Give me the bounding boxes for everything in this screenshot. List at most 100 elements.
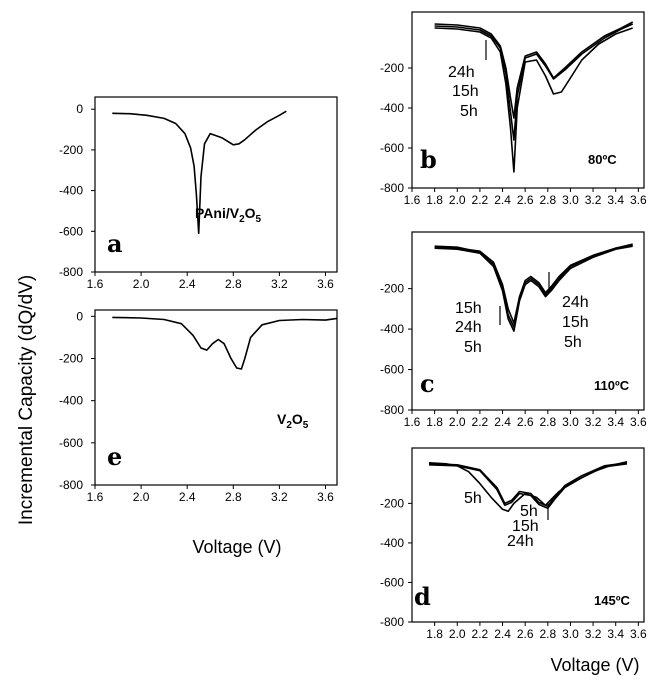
panel-a-frame <box>94 96 338 273</box>
panel-c-left-24h: 24h <box>455 319 482 336</box>
panel-e-xtick-label: 1.6 <box>87 490 104 504</box>
panel-a-label: a <box>107 229 123 258</box>
x-axis-label-right: Voltage (V) <box>550 655 639 675</box>
panel-e-curve <box>112 316 338 370</box>
panel-c-curves <box>434 243 633 332</box>
panel-d-xtick-label: 2.2 <box>472 627 489 641</box>
panel-c-xtick-label: 2.4 <box>494 415 511 429</box>
panel-c-xtick-label: 2.8 <box>539 415 556 429</box>
panel-e-xtick-label: 2.8 <box>225 490 242 504</box>
panel-a-ytick-label: -400 <box>59 184 83 198</box>
panel-b-curve-15h <box>434 23 634 141</box>
panel-d: 1.8 2.0 2.2 2.4 2.6 2.8 3.0 3.2 3.4 3.6 -200 -400 -6… <box>380 447 647 641</box>
panel-c-xtick-label: 3.0 <box>562 415 579 429</box>
panel-c-frame <box>411 231 645 411</box>
panel-b-ytick-label: -400 <box>380 101 404 115</box>
panel-a: 1.6 2.0 2.4 2.8 3.2 3.6 0 -200 -400 -600 -800 a PA… <box>59 96 338 291</box>
panel-a-ytick-label: -200 <box>59 143 83 157</box>
panel-c-left-15h: 15h <box>455 300 482 317</box>
panel-b-legend-24h: 24h <box>448 64 475 81</box>
panel-a-xtick-label: 2.0 <box>133 277 150 291</box>
panel-c-right-15h: 15h <box>562 314 589 331</box>
panel-b-xtick-label: 2.2 <box>472 193 489 207</box>
panel-c-curve-15h <box>434 243 633 328</box>
panel-c-temperature: 110ºC <box>594 378 630 393</box>
panel-c-label: c <box>420 369 435 398</box>
panel-d-xtick-label: 2.0 <box>449 627 466 641</box>
panel-b-xtick-label: 1.6 <box>404 193 421 207</box>
panel-b-xtick-label: 2.6 <box>517 193 534 207</box>
panel-e-ytick-label: -800 <box>59 478 83 492</box>
panel-a-annotation: PAni/V2O5 <box>195 205 262 225</box>
panel-d-temperature: 145ºC <box>594 593 630 608</box>
panel-b-curve-5h <box>434 27 633 173</box>
panel-b: 1.6 1.8 2.0 2.2 2.4 2.6 2.8 3.0 3.2 3.4 3.6 -200 -40… <box>380 11 647 207</box>
panel-c-xtick-label: 2.2 <box>472 415 489 429</box>
panel-b-xtick-label: 2.4 <box>494 193 511 207</box>
panel-b-xtick-label: 1.8 <box>426 193 443 207</box>
panel-d-frame <box>411 447 645 623</box>
panel-e-frame <box>94 309 338 486</box>
panel-d-ytick-label: -800 <box>380 615 404 629</box>
panel-d-xtick-label: 3.0 <box>562 627 579 641</box>
panel-a-ytick-label: 0 <box>76 102 83 116</box>
panel-e-label: e <box>107 442 122 471</box>
panel-d-left-5h: 5h <box>464 490 482 507</box>
panel-d-curves <box>428 461 628 513</box>
panel-c-xtick-label: 3.4 <box>607 415 624 429</box>
panel-c-xtick-label: 1.6 <box>404 415 421 429</box>
panel-d-ytick-label: -200 <box>380 496 404 510</box>
panel-e: 1.6 2.0 2.4 2.8 3.2 3.6 0 -200 -400 -600 -800 e V2… <box>59 309 338 504</box>
panel-d-label: d <box>414 582 431 611</box>
panel-b-ytick-label: -800 <box>380 181 404 195</box>
panel-b-xtick-label: 3.0 <box>562 193 579 207</box>
panel-c-ytick-label: -200 <box>380 282 404 296</box>
panel-b-xtick-label: 3.2 <box>585 193 602 207</box>
panel-d-xtick-label: 1.8 <box>426 627 443 641</box>
panel-c-xtick-label: 3.2 <box>585 415 602 429</box>
panel-d-xtick-label: 2.6 <box>517 627 534 641</box>
panel-e-xtick-label: 3.6 <box>317 490 334 504</box>
panel-e-annotation: V2O5 <box>277 411 309 431</box>
panel-e-xtick-label: 2.4 <box>179 490 196 504</box>
panel-a-xtick-label: 3.6 <box>317 277 334 291</box>
panel-b-legend-15h: 15h <box>452 83 479 100</box>
panel-b-legend-5h: 5h <box>460 103 478 120</box>
panel-e-xtick-label: 3.2 <box>271 490 288 504</box>
panel-a-xtick-label: 3.2 <box>271 277 288 291</box>
panel-d-xtick-label: 2.4 <box>494 627 511 641</box>
panel-d-xtick-label: 3.6 <box>630 627 647 641</box>
panel-a-ticks: 1.6 2.0 2.4 2.8 3.2 3.6 0 -200 -400 -600 -800 <box>59 102 334 291</box>
panel-e-ytick-label: -600 <box>59 436 83 450</box>
panel-a-xtick-label: 2.4 <box>179 277 196 291</box>
panel-b-temperature: 80ºC <box>588 152 617 167</box>
y-axis-label: Incremental Capacity (dQ/dV) <box>16 275 37 525</box>
panel-c-xtick-label: 2.6 <box>517 415 534 429</box>
panel-c-xtick-label: 2.0 <box>449 415 466 429</box>
panel-b-xtick-label: 3.4 <box>607 193 624 207</box>
panel-a-xtick-label: 2.8 <box>225 277 242 291</box>
panel-e-ytick-label: 0 <box>76 309 83 323</box>
panel-d-xtick-label: 3.2 <box>585 627 602 641</box>
panel-b-curves <box>434 21 634 173</box>
panel-b-frame <box>411 11 645 189</box>
panel-c-ticks: 1.6 1.8 2.0 2.2 2.4 2.6 2.8 3.0 3.2 3.4 3.6 -200 -40… <box>380 282 647 429</box>
panel-b-curve-24h <box>434 21 634 119</box>
panel-a-xtick-label: 1.6 <box>87 277 104 291</box>
panel-c-right-5h: 5h <box>564 334 582 351</box>
panel-c-curve-5h <box>434 244 633 324</box>
panel-d-curve-24h <box>428 463 628 510</box>
panel-b-xtick-label: 3.6 <box>630 193 647 207</box>
panel-d-right-5h: 5h <box>520 503 538 520</box>
panel-d-right-24h: 24h <box>507 533 534 550</box>
panel-c-ytick-label: -800 <box>380 403 404 417</box>
panel-d-ytick-label: -400 <box>380 536 404 550</box>
panel-a-ytick-label: -600 <box>59 224 83 238</box>
panel-a-ytick-label: -800 <box>59 265 83 279</box>
panel-d-xtick-label: 3.4 <box>607 627 624 641</box>
panel-c-xtick-label: 3.6 <box>630 415 647 429</box>
panel-c: 1.6 1.8 2.0 2.2 2.4 2.6 2.8 3.0 3.2 3.4 3.6 -200 -40… <box>380 231 647 429</box>
panel-c-ytick-label: -400 <box>380 322 404 336</box>
panel-d-ticks: 1.8 2.0 2.2 2.4 2.6 2.8 3.0 3.2 3.4 3.6 -200 -400 -6… <box>380 496 647 641</box>
